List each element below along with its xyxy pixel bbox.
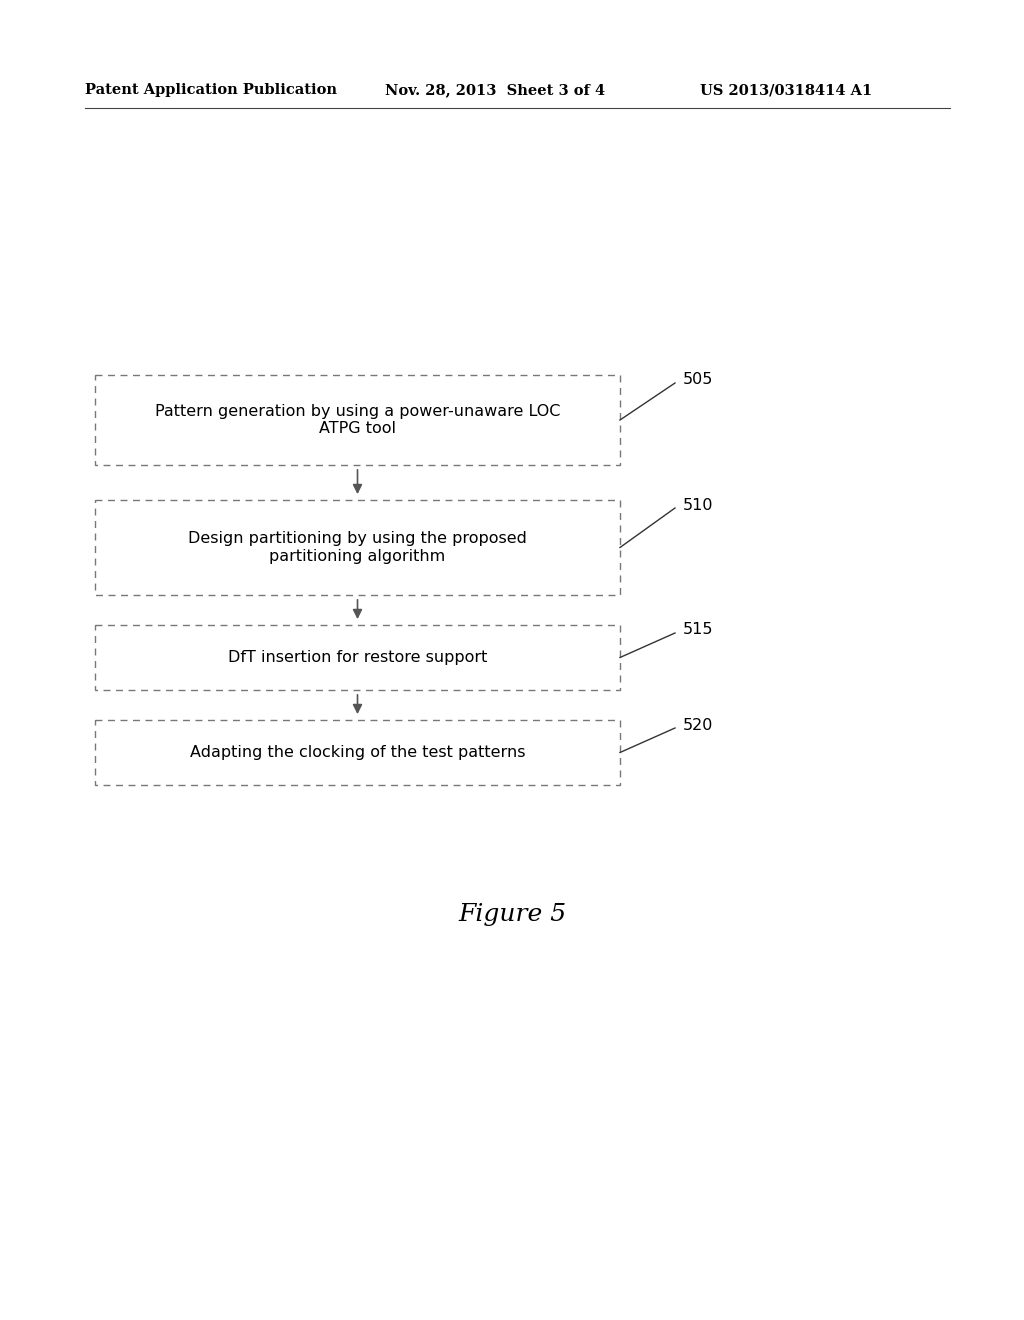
Text: Adapting the clocking of the test patterns: Adapting the clocking of the test patter…: [189, 744, 525, 760]
Text: 505: 505: [683, 372, 714, 388]
Bar: [95, 375, 620, 465]
Text: Patent Application Publication: Patent Application Publication: [85, 83, 337, 96]
Text: 510: 510: [683, 498, 714, 512]
Text: Design partitioning by using the proposed
partitioning algorithm: Design partitioning by using the propose…: [188, 531, 527, 564]
Text: 515: 515: [683, 623, 714, 638]
Text: DfT insertion for restore support: DfT insertion for restore support: [227, 649, 487, 665]
Text: Nov. 28, 2013  Sheet 3 of 4: Nov. 28, 2013 Sheet 3 of 4: [385, 83, 605, 96]
Bar: [95, 500, 620, 595]
Text: US 2013/0318414 A1: US 2013/0318414 A1: [700, 83, 872, 96]
Bar: [95, 719, 620, 785]
Text: 520: 520: [683, 718, 714, 733]
Text: Figure 5: Figure 5: [458, 903, 566, 927]
Bar: [95, 624, 620, 690]
Text: Pattern generation by using a power-unaware LOC
ATPG tool: Pattern generation by using a power-unaw…: [155, 404, 560, 436]
